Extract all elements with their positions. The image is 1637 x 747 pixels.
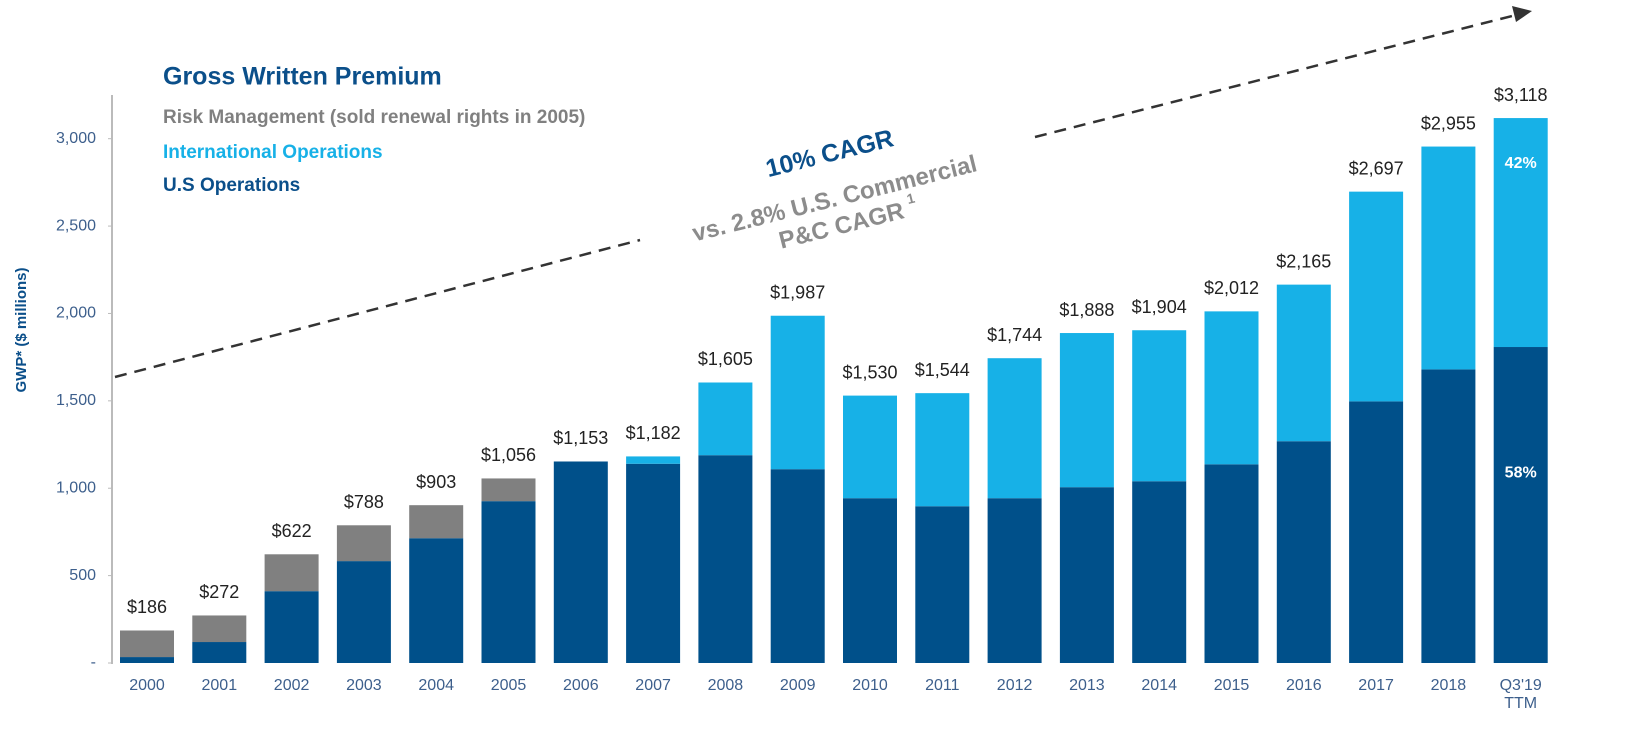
- bar-segment: [1059, 333, 1114, 488]
- y-tick-label: 2,500: [56, 217, 96, 234]
- bar-segment: [1132, 330, 1187, 482]
- bar-segment: [1349, 401, 1404, 663]
- x-tick-label: 2018: [1431, 677, 1467, 694]
- total-label: $2,697: [1349, 158, 1404, 178]
- total-label: $903: [416, 472, 456, 492]
- x-tick-label: 2003: [346, 677, 382, 694]
- bar-segment: [698, 455, 753, 663]
- bar-segment: [192, 615, 247, 643]
- bar-segment: [336, 561, 391, 663]
- x-tick-label: 2010: [852, 677, 888, 694]
- total-label: $1,056: [481, 445, 536, 465]
- trend-line: [1034, 14, 1513, 139]
- bar-segment: [1493, 118, 1548, 348]
- footnote-mark: 1: [905, 190, 917, 207]
- bar-segment: [553, 461, 608, 663]
- bar-segment: [1204, 464, 1259, 663]
- bar-segment: [626, 463, 681, 663]
- bar-segment: [264, 554, 319, 592]
- x-tick-label: 2017: [1358, 677, 1394, 694]
- y-tick-label: 1,000: [56, 479, 96, 496]
- x-tick-label: Q3'19 TTM: [1500, 677, 1542, 712]
- arrow-head: [1512, 6, 1532, 22]
- y-tick-label: 3,000: [56, 130, 96, 147]
- total-label: $788: [344, 492, 384, 512]
- x-tick-label: 2004: [418, 677, 454, 694]
- x-tick-label: 2016: [1286, 677, 1322, 694]
- share-label: 42%: [1505, 155, 1537, 172]
- bar-segment: [1204, 311, 1259, 465]
- total-label: $1,744: [987, 325, 1042, 345]
- total-label: $1,888: [1059, 300, 1114, 320]
- bar-segment: [481, 501, 536, 663]
- total-label: $1,530: [842, 362, 897, 382]
- bar-segment: [1276, 441, 1331, 663]
- bar-segment: [987, 498, 1042, 663]
- bar-segment: [1276, 284, 1331, 442]
- bar-segment: [915, 393, 970, 507]
- total-label: $1,153: [553, 428, 608, 448]
- x-tick-label: 2015: [1214, 677, 1250, 694]
- total-label: $2,165: [1276, 251, 1331, 271]
- bar-segment: [409, 538, 464, 663]
- bar-segment: [1059, 487, 1114, 663]
- bar-segment: [192, 642, 247, 663]
- y-tick-label: -: [91, 654, 96, 671]
- bar-segment: [843, 498, 897, 663]
- x-tick-label: 2000: [129, 677, 165, 694]
- bar-segment: [264, 591, 319, 663]
- y-axis-label: GWP* ($ millions): [13, 267, 30, 392]
- total-label: $622: [272, 521, 312, 541]
- total-label: $2,012: [1204, 278, 1259, 298]
- bar-segment: [1421, 369, 1476, 663]
- x-tick-label: 2013: [1069, 677, 1105, 694]
- x-tick-label: 2001: [202, 677, 238, 694]
- bar-segment: [1493, 347, 1548, 663]
- y-tick-label: 1,500: [56, 392, 96, 409]
- y-tick-label: 500: [69, 567, 96, 584]
- total-label: $1,605: [698, 349, 753, 369]
- total-label: $1,904: [1132, 297, 1187, 317]
- total-label: $272: [199, 582, 239, 602]
- share-label: 58%: [1505, 465, 1537, 482]
- x-tick-label: 2012: [997, 677, 1033, 694]
- bar-segment: [915, 506, 970, 663]
- total-label: $1,182: [626, 423, 681, 443]
- legend-entry: Risk Management (sold renewal rights in …: [163, 107, 585, 128]
- total-label: $1,544: [915, 360, 970, 380]
- x-tick-label: 2009: [780, 677, 816, 694]
- x-tick-label: 2014: [1141, 677, 1177, 694]
- legend-entry: International Operations: [163, 142, 383, 163]
- bar-segment: [843, 395, 897, 499]
- x-tick-label: 2008: [708, 677, 744, 694]
- bar-segment: [1421, 146, 1476, 370]
- total-label: $1,987: [770, 282, 825, 302]
- x-tick-label: 2002: [274, 677, 310, 694]
- bar-segment: [987, 358, 1042, 499]
- bar-segment: [698, 382, 753, 456]
- legend-entry: U.S Operations: [163, 175, 300, 196]
- trend-arrow: [114, 14, 1513, 379]
- bar-segment: [409, 505, 464, 539]
- x-tick-label: 2005: [491, 677, 527, 694]
- x-tick-label: 2007: [635, 677, 671, 694]
- total-label: $186: [127, 597, 167, 617]
- bar-segment: [120, 657, 174, 663]
- bar-segment: [120, 630, 174, 658]
- bar-segment: [626, 456, 681, 464]
- bar-segment: [336, 525, 391, 562]
- trend-line: [114, 238, 641, 379]
- bar-segment: [770, 469, 825, 663]
- total-label: $3,118: [1494, 85, 1548, 105]
- chart-title: Gross Written Premium: [163, 63, 442, 91]
- bar-segment: [770, 315, 825, 470]
- bar-segment: [1349, 191, 1404, 402]
- total-label: $2,955: [1421, 113, 1476, 133]
- bar-segment: [481, 478, 536, 502]
- bar-segment: [1132, 481, 1187, 663]
- y-tick-label: 2,000: [56, 305, 96, 322]
- x-tick-label: 2006: [563, 677, 599, 694]
- x-tick-label: 2011: [925, 677, 960, 694]
